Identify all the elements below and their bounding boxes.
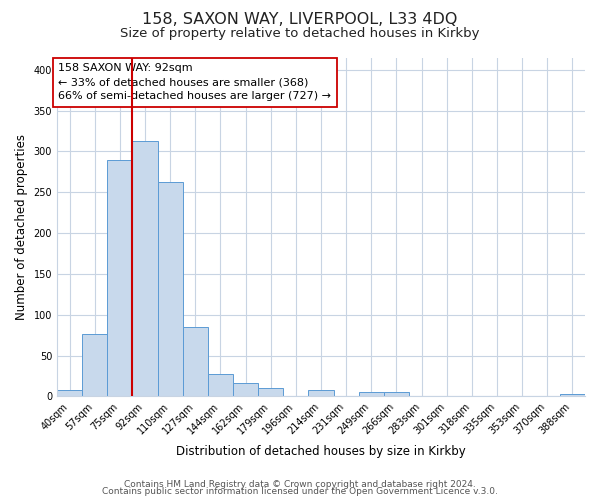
Bar xyxy=(57,390,82,396)
Bar xyxy=(359,392,384,396)
Bar xyxy=(560,394,585,396)
Bar xyxy=(133,141,158,397)
Bar xyxy=(258,388,283,396)
Bar xyxy=(308,390,334,396)
Text: Contains public sector information licensed under the Open Government Licence v.: Contains public sector information licen… xyxy=(102,488,498,496)
Text: 158 SAXON WAY: 92sqm
← 33% of detached houses are smaller (368)
66% of semi-deta: 158 SAXON WAY: 92sqm ← 33% of detached h… xyxy=(58,63,331,101)
Bar xyxy=(158,182,183,396)
Bar xyxy=(183,327,208,396)
X-axis label: Distribution of detached houses by size in Kirkby: Distribution of detached houses by size … xyxy=(176,444,466,458)
Bar xyxy=(82,334,107,396)
Bar xyxy=(107,160,133,396)
Bar xyxy=(233,384,258,396)
Text: 158, SAXON WAY, LIVERPOOL, L33 4DQ: 158, SAXON WAY, LIVERPOOL, L33 4DQ xyxy=(142,12,458,28)
Y-axis label: Number of detached properties: Number of detached properties xyxy=(15,134,28,320)
Bar xyxy=(384,392,409,396)
Text: Contains HM Land Registry data © Crown copyright and database right 2024.: Contains HM Land Registry data © Crown c… xyxy=(124,480,476,489)
Text: Size of property relative to detached houses in Kirkby: Size of property relative to detached ho… xyxy=(120,28,480,40)
Bar xyxy=(208,374,233,396)
